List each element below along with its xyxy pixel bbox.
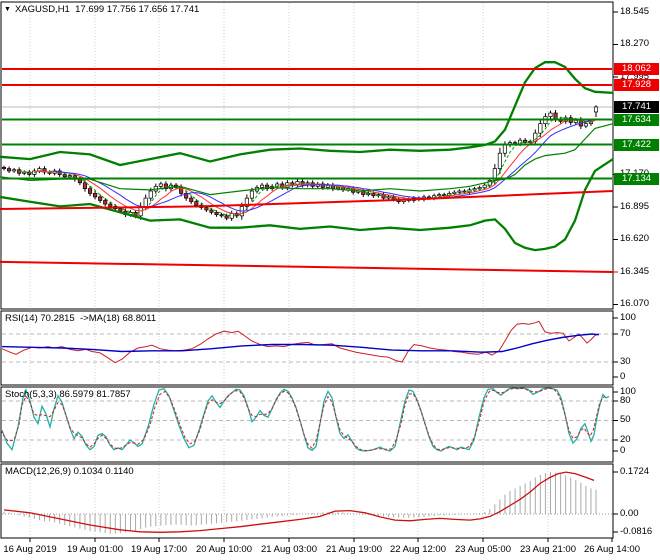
ohlc-values: 17.699 17.756 17.656 17.741	[75, 4, 200, 15]
rsi-tick-label: 30	[620, 355, 631, 367]
rsi-tick-label: 0	[620, 371, 626, 382]
time-label: 21 Aug 19:00	[326, 544, 382, 555]
chart-title: ▼ XAGUSD,H1 17.699 17.756 17.656 17.741	[4, 4, 199, 15]
price-tick-label: 18.545	[620, 5, 650, 17]
price-tick-label: 16.895	[620, 200, 650, 212]
price-tick-label: 17.995	[620, 70, 650, 82]
price-badge-17.634: 17.634	[614, 113, 659, 126]
price-badge-17.928: 17.928	[614, 78, 659, 91]
time-label: 19 Aug 17:00	[131, 544, 187, 555]
stoch-tick-label: 0	[620, 445, 626, 456]
stoch-tick-label: 100	[620, 386, 636, 397]
stoch-indicator-label: Stoch(5,3,3) 86.5979 81.7857	[5, 389, 131, 400]
price-badge-17.134: 17.134	[614, 172, 659, 185]
price-tick-label: 16.345	[620, 265, 650, 277]
time-label: 21 Aug 03:00	[261, 544, 317, 555]
symbol-marker-icon[interactable]: ▼	[4, 6, 11, 13]
price-tick-label: 18.270	[620, 38, 650, 50]
time-label: 23 Aug 21:00	[520, 544, 576, 555]
price-badge-18.062: 18.062	[614, 63, 659, 76]
price-badge-17.422: 17.422	[614, 138, 659, 151]
main-chart-panel[interactable]	[0, 2, 613, 309]
time-label: 16 Aug 2019	[3, 544, 57, 555]
macd-tick-label: -0.0816	[620, 526, 653, 537]
macd-indicator-label: MACD(12,26,9) 0.1034 0.1140	[5, 466, 134, 477]
time-label: 23 Aug 05:00	[455, 544, 511, 555]
price-tick-label: 16.070	[620, 298, 650, 310]
macd-tick-label: 0.00	[620, 508, 639, 519]
time-label: 26 Aug 14:00	[584, 544, 640, 555]
time-label: 22 Aug 12:00	[390, 544, 446, 555]
rsi-indicator-label: RSI(14) 70.2815 ->MA(18) 68.8011	[5, 313, 157, 324]
rsi-tick-label: 100	[620, 312, 636, 323]
price-tick-label: 16.620	[620, 233, 650, 245]
rsi-tick-label: 70	[620, 328, 631, 339]
stoch-tick-label: 50	[620, 414, 631, 426]
macd-tick-label: 0.1724	[620, 465, 650, 477]
symbol-label: XAGUSD,H1	[14, 4, 70, 15]
time-label: 20 Aug 10:00	[196, 544, 252, 555]
stoch-tick-label: 20	[620, 433, 631, 445]
price-badge-17.741: 17.741	[614, 101, 659, 113]
time-label: 19 Aug 01:00	[67, 544, 123, 555]
stoch-tick-label: 80	[620, 395, 631, 406]
